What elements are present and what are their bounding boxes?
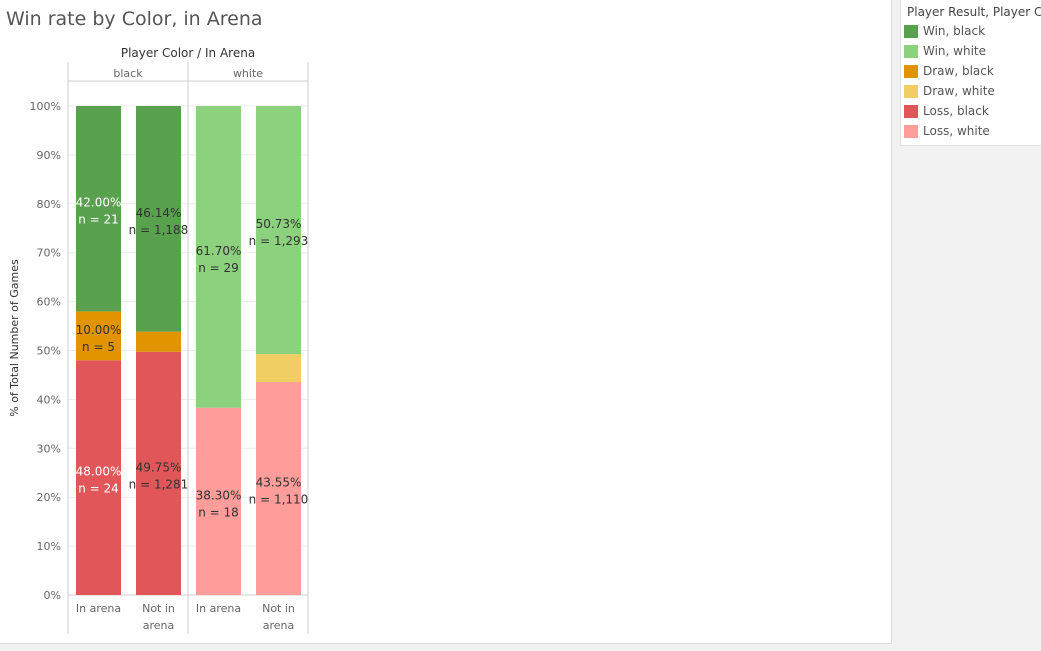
count-label: n = 1,281 bbox=[129, 477, 189, 491]
y-tick-label: 90% bbox=[37, 149, 61, 162]
y-tick-label: 40% bbox=[37, 393, 61, 406]
y-axis-title: % of Total Number of Games bbox=[8, 259, 21, 417]
bar-segment bbox=[136, 351, 181, 595]
y-tick-label: 0% bbox=[44, 589, 61, 602]
bar-segment bbox=[196, 106, 241, 408]
data-label: 50.73% bbox=[256, 217, 302, 231]
legend-label: Draw, white bbox=[923, 84, 995, 98]
count-label: n = 18 bbox=[198, 505, 239, 519]
bar-segment bbox=[256, 106, 301, 355]
legend-swatch bbox=[904, 84, 918, 98]
legend-item[interactable]: Win, black bbox=[901, 21, 1041, 41]
count-label: n = 29 bbox=[198, 261, 239, 275]
legend-item[interactable]: Win, white bbox=[901, 41, 1041, 61]
bar-segment bbox=[256, 382, 301, 595]
count-label: n = 21 bbox=[78, 213, 119, 227]
y-tick-label: 60% bbox=[37, 296, 61, 309]
panel-label: black bbox=[113, 67, 143, 80]
color-legend: Player Result, Player C... Win, black Win… bbox=[900, 0, 1041, 146]
count-label: n = 1,110 bbox=[249, 493, 309, 507]
legend-item[interactable]: Draw, black bbox=[901, 61, 1041, 81]
chart-title: Win rate by Color, in Arena bbox=[6, 8, 263, 30]
legend-title: Player Result, Player C... bbox=[907, 5, 1041, 19]
count-label: n = 1,293 bbox=[249, 234, 309, 248]
legend-swatch bbox=[904, 44, 918, 58]
legend-swatch bbox=[904, 64, 918, 78]
data-label: 46.14% bbox=[136, 206, 182, 220]
panel-label: white bbox=[233, 67, 263, 80]
legend-item[interactable]: Loss, black bbox=[901, 101, 1041, 121]
bar-segment bbox=[196, 407, 241, 595]
bar-segment bbox=[256, 354, 301, 383]
y-tick-label: 10% bbox=[37, 540, 61, 553]
x-category-label: In arena bbox=[196, 602, 241, 615]
legend-label: Loss, white bbox=[923, 124, 990, 138]
bar-segment bbox=[76, 360, 121, 595]
y-tick-label: 50% bbox=[37, 345, 61, 358]
legend-label: Win, black bbox=[923, 24, 986, 38]
bar-segment bbox=[136, 106, 181, 332]
data-label: 43.55% bbox=[256, 476, 302, 490]
legend-label: Win, white bbox=[923, 44, 987, 58]
legend-swatch bbox=[904, 24, 918, 38]
y-tick-label: 30% bbox=[37, 442, 61, 455]
legend-swatch bbox=[904, 124, 918, 138]
legend-swatch bbox=[904, 104, 918, 118]
data-label: 10.00% bbox=[76, 323, 122, 337]
y-tick-label: 70% bbox=[37, 247, 61, 260]
panel-header: Player Color / In Arena bbox=[121, 46, 255, 60]
count-label: n = 5 bbox=[82, 340, 115, 354]
count-label: n = 1,188 bbox=[129, 223, 189, 237]
stacked-bar-chart: Player Color / In Arena % of Total Numbe… bbox=[8, 46, 309, 634]
legend-label: Loss, black bbox=[923, 104, 989, 118]
bar-segment bbox=[76, 106, 121, 312]
x-category-label: In arena bbox=[76, 602, 121, 615]
data-label: 48.00% bbox=[76, 465, 122, 479]
y-tick-label: 20% bbox=[37, 491, 61, 504]
data-label: 42.00% bbox=[76, 196, 122, 210]
legend-item[interactable]: Loss, white bbox=[901, 121, 1041, 141]
legend-item[interactable]: Draw, white bbox=[901, 81, 1041, 101]
data-label: 49.75% bbox=[136, 460, 182, 474]
bar-segment bbox=[76, 311, 121, 361]
count-label: n = 24 bbox=[78, 482, 119, 496]
data-label: 38.30% bbox=[196, 488, 242, 502]
data-label: 61.70% bbox=[196, 244, 242, 258]
legend-label: Draw, black bbox=[923, 64, 994, 78]
x-category-label: Not in arena bbox=[142, 602, 175, 632]
bar-segment bbox=[136, 331, 181, 352]
y-tick-label: 100% bbox=[30, 100, 61, 113]
x-category-label: Not in arena bbox=[262, 602, 295, 632]
y-tick-label: 80% bbox=[37, 198, 61, 211]
